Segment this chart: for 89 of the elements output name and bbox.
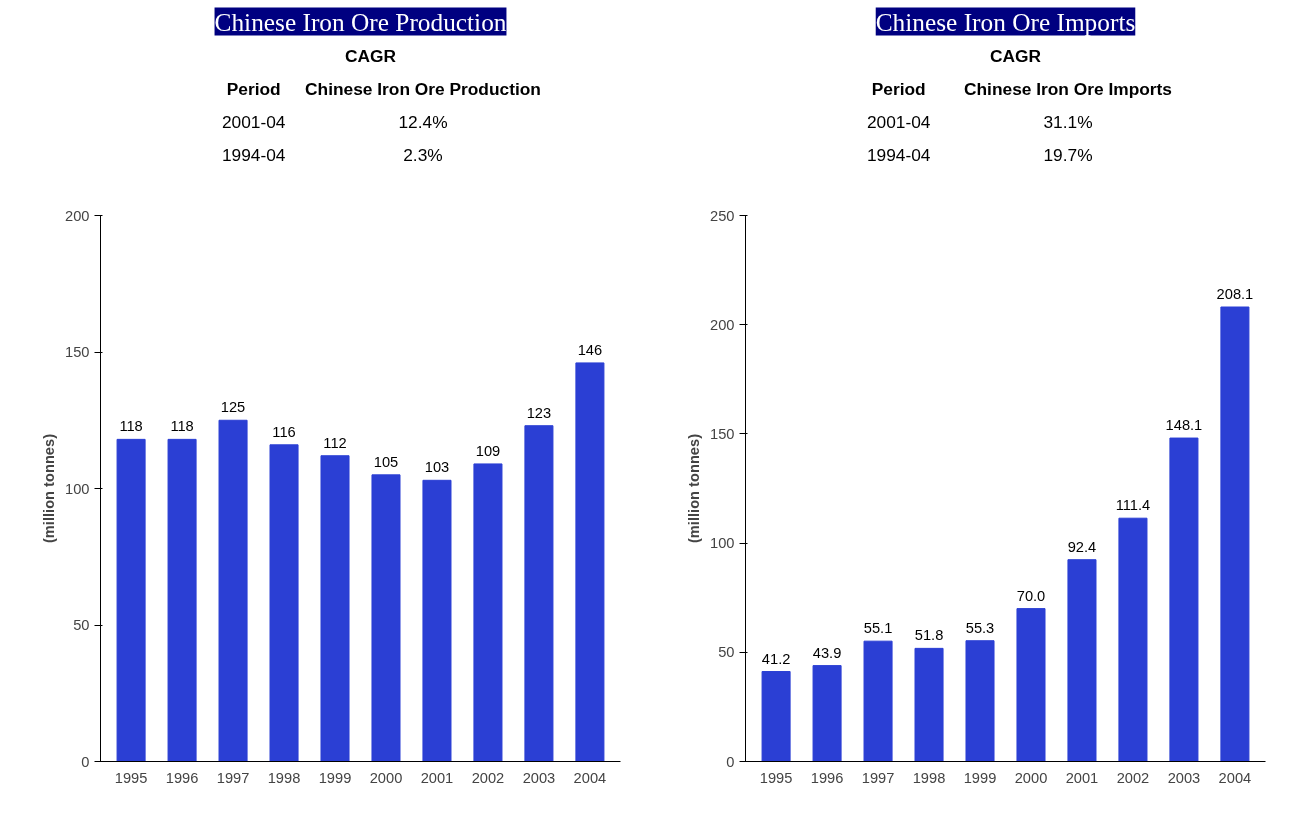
bar (116, 438, 146, 762)
data-label: 105 (373, 453, 399, 470)
y-tick-label: 150 (710, 425, 735, 442)
y-tick-label: 100 (710, 535, 735, 552)
data-label: 41.2 (761, 650, 791, 667)
bar (1118, 517, 1148, 762)
text: CAGR (990, 45, 1042, 66)
text: 1994-04 (221, 144, 286, 165)
x-tick-label: 2003 (1167, 769, 1201, 786)
text: Period (226, 78, 281, 99)
text: Period (871, 78, 926, 99)
text: Chinese Iron Ore Imports (963, 78, 1172, 99)
data-label: 118 (119, 418, 143, 435)
bar (320, 455, 350, 762)
bar (167, 438, 197, 762)
bar (965, 640, 995, 762)
bar (1220, 306, 1250, 762)
x-tick-label: 2001 (1065, 769, 1099, 786)
text: 12.4% (398, 111, 448, 132)
data-label: 123 (526, 404, 552, 421)
data-label: 103 (424, 459, 450, 476)
data-label: 109 (475, 442, 501, 459)
data-label: 125 (220, 399, 246, 416)
text: 2001-04 (221, 111, 286, 132)
x-tick-label: 1997 (216, 769, 250, 786)
bar (575, 362, 605, 762)
data-label: 51.8 (914, 627, 944, 644)
y-tick-label: 150 (65, 344, 90, 360)
x-tick-label: 2004 (1218, 769, 1252, 786)
data-label: 55.1 (863, 620, 893, 637)
data-label: 70.0 (1016, 587, 1046, 604)
bar (1016, 608, 1046, 762)
x-tick-label: 1995 (114, 769, 148, 786)
y-tick-label: 50 (718, 644, 735, 661)
chart-title: Chinese Iron Ore Production (214, 7, 507, 36)
x-tick-label: 1999 (318, 769, 352, 786)
y-tick-label: 0 (726, 753, 735, 770)
data-label: 92.4 (1067, 538, 1097, 555)
y-axis-title: (million tonnes) (41, 433, 58, 544)
bar (524, 425, 554, 762)
bar (269, 444, 299, 762)
chart-title: Chinese Iron Ore Imports (875, 7, 1136, 36)
data-label: 112 (323, 434, 347, 451)
data-label: 208.1 (1216, 286, 1254, 303)
x-tick-label: 2004 (573, 769, 607, 786)
x-tick-label: 2002 (1116, 769, 1150, 786)
y-tick-label: 50 (73, 617, 90, 633)
text: 19.7% (1043, 144, 1093, 165)
data-label: 43.9 (812, 644, 842, 661)
y-tick-label: 250 (710, 207, 735, 224)
x-tick-label: 1996 (165, 769, 199, 786)
y-tick-label: 200 (65, 207, 90, 224)
x-tick-label: 2000 (1014, 769, 1048, 786)
x-tick-label: 1998 (912, 769, 946, 786)
text: Chinese Iron Ore Production (305, 78, 541, 99)
x-tick-label: 2000 (369, 769, 403, 786)
y-tick-label: 0 (81, 753, 90, 770)
data-label: 55.3 (965, 619, 995, 636)
x-tick-label: 1999 (963, 769, 997, 786)
text: 31.1% (1043, 111, 1093, 132)
bar (914, 647, 944, 762)
bar (761, 671, 791, 762)
y-tick-label: 100 (65, 480, 90, 497)
data-label: 146 (577, 341, 603, 358)
text: 2001-04 (866, 111, 931, 132)
bar (863, 640, 893, 762)
x-tick-label: 2003 (522, 769, 556, 786)
x-tick-label: 1995 (759, 769, 793, 786)
bar (218, 419, 248, 762)
bar (422, 479, 452, 762)
x-tick-label: 2001 (420, 769, 454, 786)
x-tick-label: 1997 (861, 769, 895, 786)
x-tick-label: 1998 (267, 769, 301, 786)
bar (473, 463, 503, 762)
bar (371, 474, 401, 762)
y-tick-label: 200 (710, 316, 735, 333)
text: 1994-04 (866, 144, 931, 165)
bar (1169, 437, 1199, 762)
data-label: 116 (272, 423, 296, 440)
text: 2.3% (403, 144, 443, 165)
bar (1067, 559, 1097, 762)
x-tick-label: 2002 (471, 769, 505, 786)
text: CAGR (345, 45, 397, 66)
data-label: 118 (170, 418, 194, 435)
x-tick-label: 1996 (810, 769, 844, 786)
data-label: 111.4 (1115, 497, 1151, 514)
bar (812, 665, 842, 762)
y-axis-title: (million tonnes) (686, 433, 703, 544)
data-label: 148.1 (1165, 417, 1203, 434)
